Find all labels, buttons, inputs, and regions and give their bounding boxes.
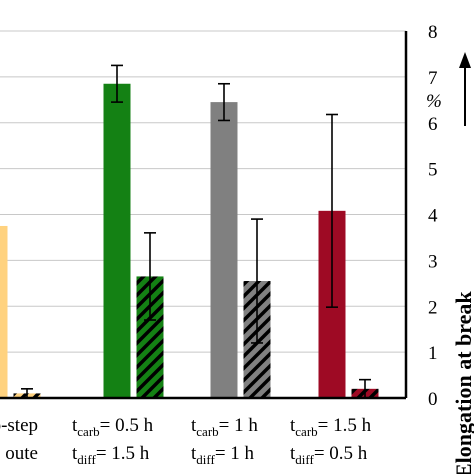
- errorbar-solid-1: [111, 64, 123, 103]
- axes: [0, 31, 408, 400]
- errorbar-solid-2: [218, 82, 230, 122]
- y-axis-arrow-icon: [459, 52, 471, 126]
- x-category-label-2-line-1: tdiff= 1 h: [191, 443, 255, 467]
- x-category-label-3-line-0: tcarb= 1.5 h: [290, 415, 372, 439]
- bar-solid-1: [103, 83, 131, 398]
- y-tick-label-0: 0: [428, 389, 438, 410]
- bar-solid-0: [0, 225, 8, 398]
- y-tick-label-2: 2: [428, 297, 438, 318]
- grid-lines: [0, 30, 406, 399]
- x-category-label-1-line-0: tcarb= 0.5 h: [72, 415, 154, 439]
- errorbar-solid-3: [326, 113, 338, 308]
- y-tick-label-3: 3: [428, 251, 438, 272]
- y-tick-label-6: 6: [428, 114, 438, 135]
- x-category-label-0-line-0: o-step: [0, 415, 38, 436]
- bar-solid-2: [210, 102, 238, 398]
- x-category-label-1-line-1: tdiff= 1.5 h: [72, 443, 150, 467]
- x-category-label-2-line-0: tcarb= 1 h: [191, 415, 258, 439]
- labels: 0 1 2 3 4 5 6 7 8% Elongation at break o-step oute t…: [0, 22, 474, 474]
- bars: [0, 83, 379, 398]
- y-tick-label-5: 5: [428, 160, 438, 181]
- error-bars: [21, 64, 371, 399]
- y-tick-label-8: 8: [428, 22, 438, 43]
- y-unit-label: %: [426, 91, 442, 112]
- errorbar-hatched-1: [144, 232, 156, 321]
- x-category-label-3-line-1: tdiff= 0.5 h: [290, 443, 368, 467]
- y-tick-label-1: 1: [428, 343, 438, 364]
- y-axis-label: Elongation at break: [451, 291, 474, 474]
- errorbar-hatched-2: [251, 218, 263, 344]
- y-tick-label-7: 7: [428, 68, 438, 89]
- y-tick-label-4: 4: [428, 206, 438, 227]
- x-category-label-0-line-1: oute: [5, 443, 38, 464]
